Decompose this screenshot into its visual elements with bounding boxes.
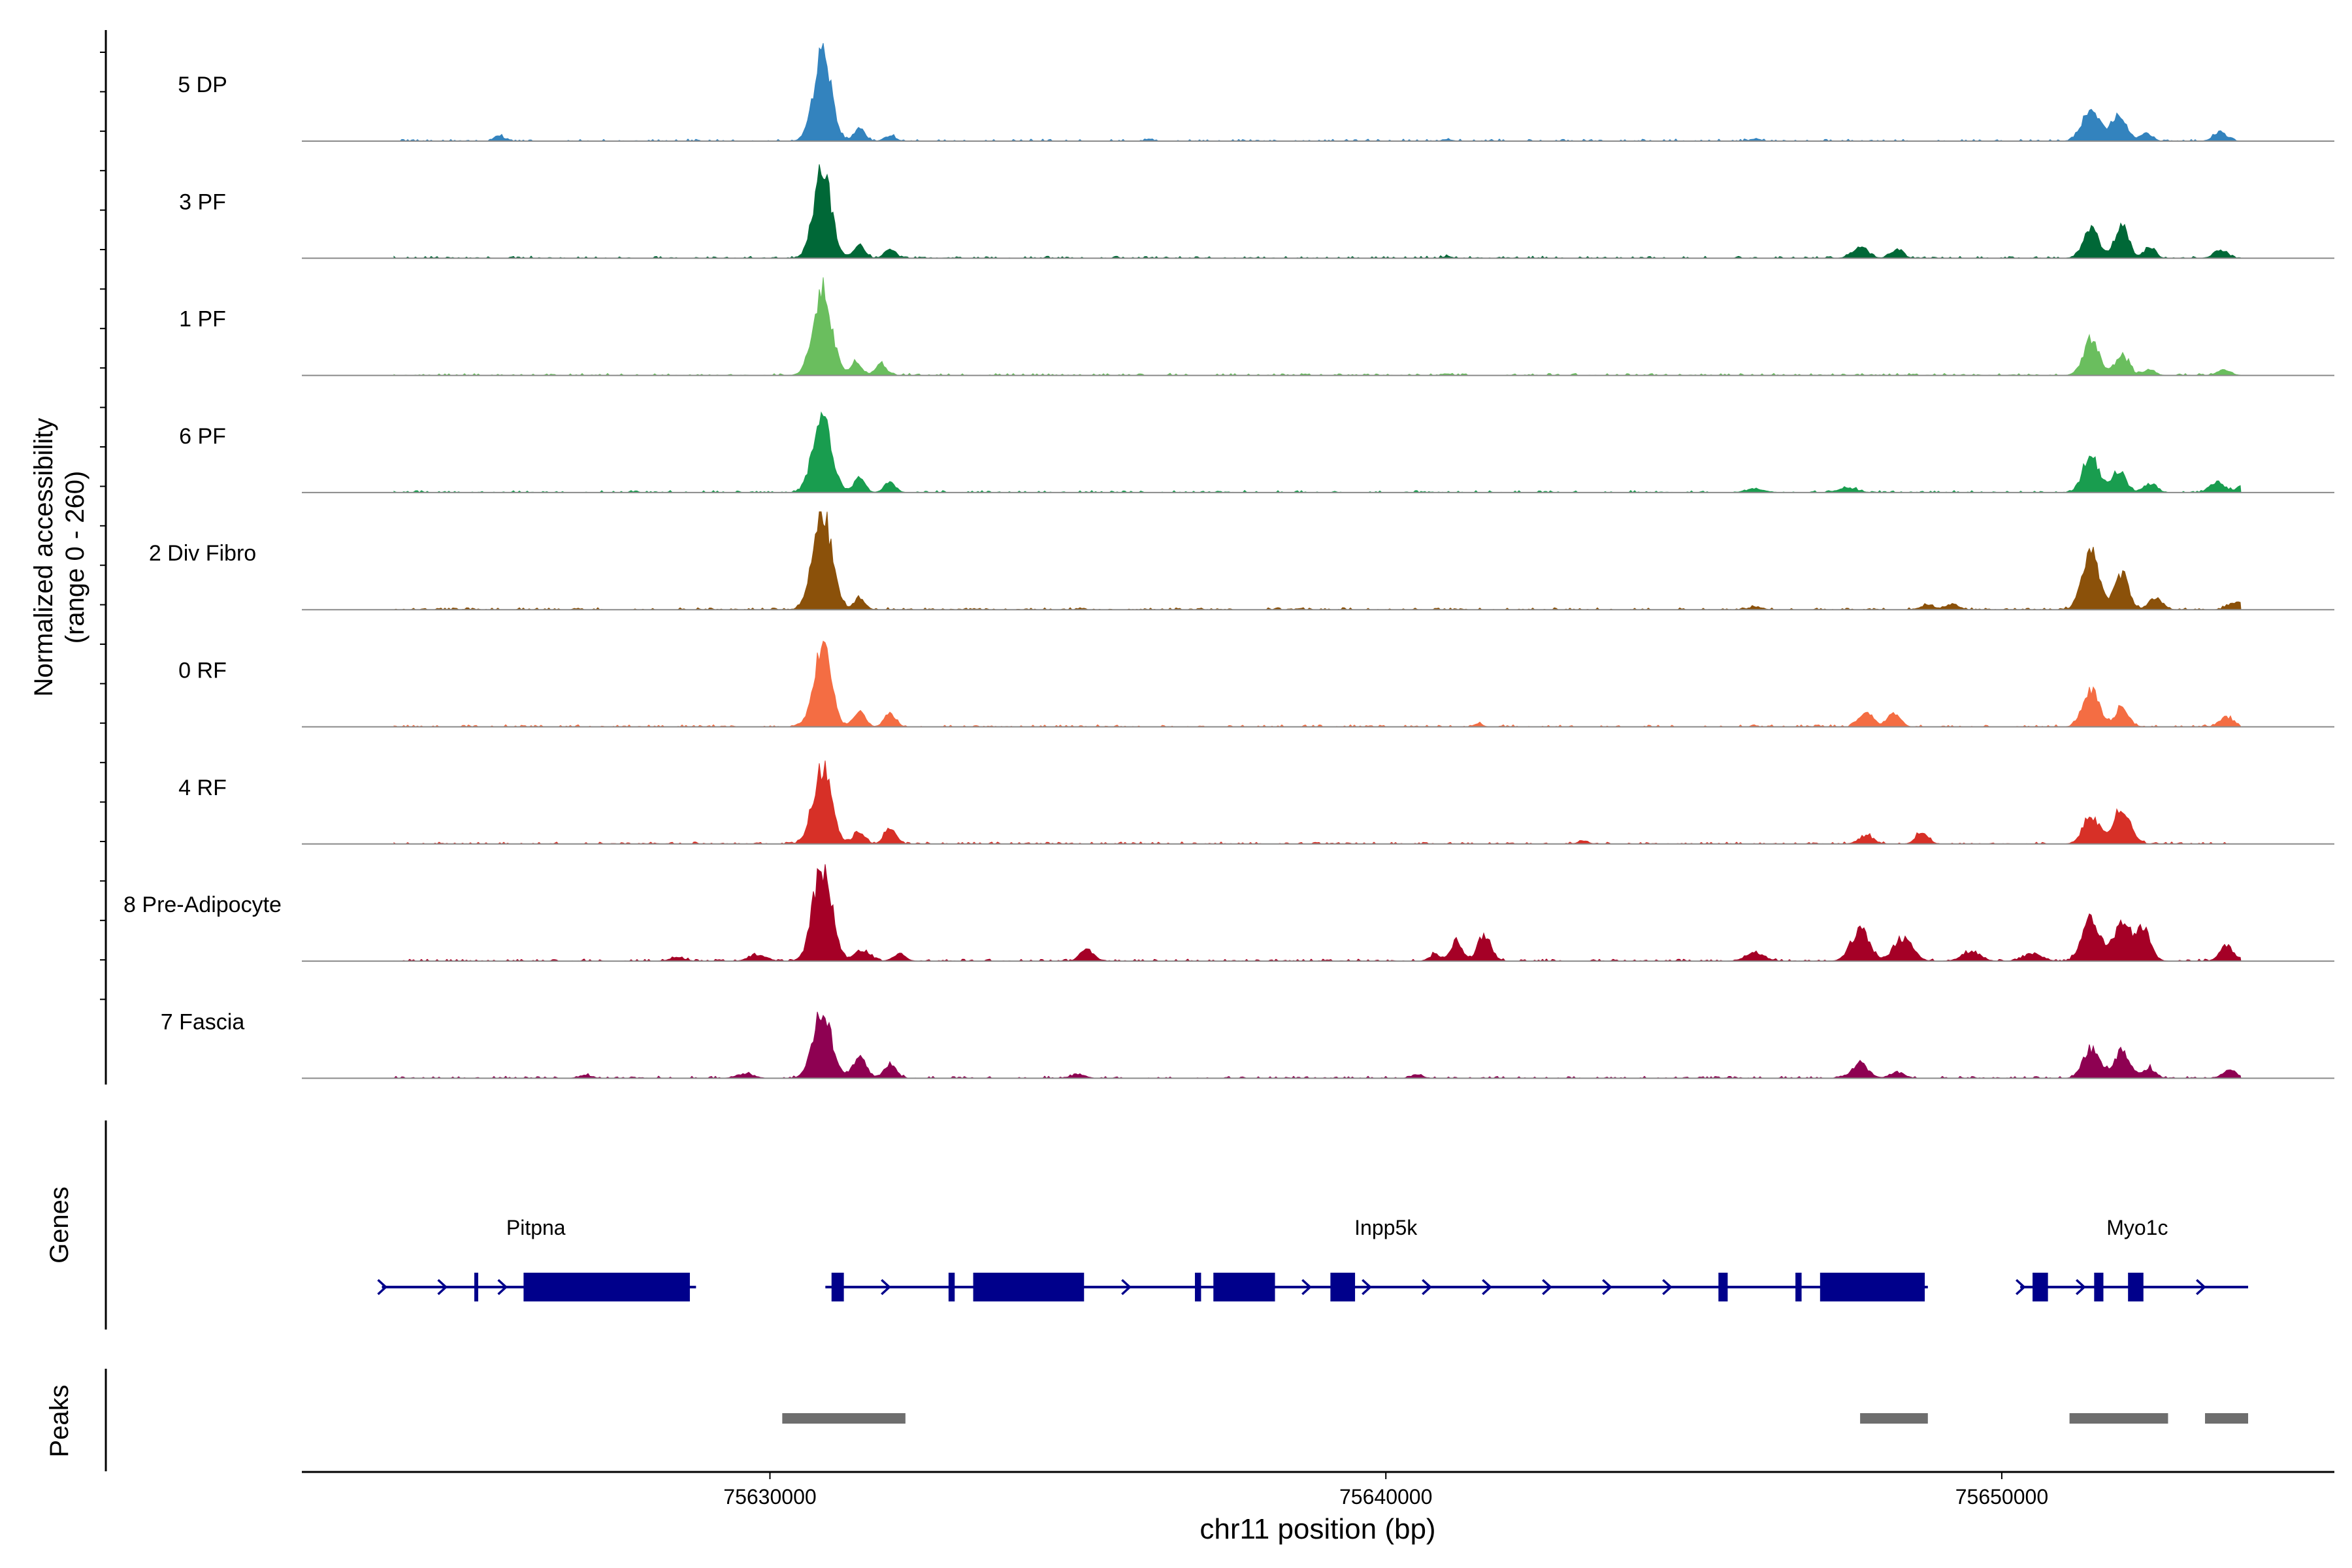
- coverage-area: [393, 760, 2241, 845]
- gene-label: Pitpna: [506, 1216, 566, 1239]
- gene-exon: [1718, 1273, 1728, 1301]
- gene-label: Inpp5k: [1354, 1216, 1418, 1239]
- strand-arrow: [881, 1279, 891, 1296]
- gene-inpp5k: Inpp5k: [825, 1216, 1928, 1301]
- peak-region: [2205, 1413, 2249, 1424]
- strand-arrow: [1301, 1279, 1312, 1296]
- gene-exon: [831, 1273, 844, 1301]
- track-4-rf: 4 RF: [178, 760, 2334, 845]
- x-axis: 75630000 75640000 75650000 chr11 position …: [302, 1471, 2334, 1545]
- strand-arrow: [1422, 1279, 1432, 1296]
- track-1-pf: 1 PF: [179, 277, 2334, 376]
- coverage-area: [393, 411, 2242, 493]
- peaks-track-label: Peaks: [45, 1384, 74, 1457]
- track-3-pf: 3 PF: [179, 164, 2334, 259]
- track-8-pre-adipocyte: 8 Pre-Adipocyte: [123, 864, 2334, 962]
- strand-arrow: [2076, 1279, 2086, 1296]
- track-label: 6 PF: [179, 424, 226, 449]
- track-6-pf: 6 PF: [179, 411, 2334, 493]
- peak-region: [782, 1413, 906, 1424]
- gene-exon: [474, 1273, 478, 1301]
- genes-track: Genes Pitpna Inpp5k Myo1c: [45, 1120, 2249, 1330]
- strand-arrow: [1662, 1279, 1673, 1296]
- coverage-area: [393, 640, 2242, 728]
- coverage-area: [393, 1011, 2242, 1079]
- coverage-area: [393, 864, 2242, 962]
- y-axis: Normalized accessibility (range 0 - 260): [29, 30, 107, 1085]
- gene-exon: [2128, 1273, 2144, 1301]
- strand-arrow: [1121, 1279, 1132, 1296]
- coverage-area: [393, 164, 2242, 259]
- peak-regions: [782, 1413, 2249, 1424]
- x-axis-title: chr11 position (bp): [1200, 1513, 1435, 1545]
- gene-exon: [1820, 1273, 1925, 1301]
- gene-models: Pitpna Inpp5k Myo1c: [377, 1216, 2249, 1301]
- gene-exon: [1213, 1273, 1275, 1301]
- x-tick-label: 75650000: [1955, 1485, 2048, 1509]
- gene-exon: [973, 1273, 1085, 1301]
- x-axis-ticks: 75630000 75640000 75650000: [723, 1472, 2048, 1509]
- gene-exon: [2033, 1273, 2048, 1301]
- strand-arrow: [1362, 1279, 1372, 1296]
- peak-region: [1860, 1413, 1928, 1424]
- gene-exon: [2094, 1273, 2104, 1301]
- track-label: 7 Fascia: [161, 1009, 245, 1034]
- gene-exon: [1795, 1273, 1802, 1301]
- y-axis-title: Normalized accessibility: [29, 418, 58, 697]
- track-label: 2 Div Fibro: [149, 541, 256, 566]
- strand-arrow: [2016, 1279, 2026, 1296]
- track-0-rf: 0 RF: [178, 640, 2334, 728]
- track-5-dp: 5 DP: [178, 42, 2334, 142]
- strand-arrow: [1602, 1279, 1612, 1296]
- track-label: 0 RF: [178, 659, 227, 683]
- gene-pitpna: Pitpna: [377, 1216, 696, 1301]
- strand-arrow: [437, 1279, 448, 1296]
- track-label: 3 PF: [179, 189, 226, 214]
- peaks-track: Peaks: [45, 1369, 2249, 1471]
- coverage-area: [393, 277, 2242, 376]
- x-tick-label: 75630000: [723, 1485, 816, 1509]
- gene-exon: [1330, 1273, 1356, 1301]
- track-label: 4 RF: [178, 776, 227, 800]
- strand-arrow: [497, 1279, 508, 1296]
- strand-arrow: [377, 1279, 388, 1296]
- x-tick-label: 75640000: [1339, 1485, 1432, 1509]
- track-label: 1 PF: [179, 307, 226, 332]
- genes-track-label: Genes: [45, 1186, 74, 1264]
- gene-exon: [1194, 1273, 1201, 1301]
- y-axis-ticks: [100, 52, 106, 1000]
- coverage-area: [393, 511, 2242, 610]
- strand-arrow: [1542, 1279, 1552, 1296]
- coverage-tracks: 5 DP 3 PF 1 PF 6 PF 2 Div Fibro 0 RF 4 RF 8 Pre…: [123, 42, 2334, 1079]
- gene-exon: [523, 1273, 690, 1301]
- strand-arrow: [1482, 1279, 1492, 1296]
- y-axis-subtitle: (range 0 - 260): [61, 471, 90, 644]
- track-2-div-fibro: 2 Div Fibro: [149, 511, 2334, 611]
- gene-label: Myo1c: [2106, 1216, 2168, 1239]
- strand-arrow: [2196, 1279, 2206, 1296]
- track-label: 5 DP: [178, 73, 227, 97]
- coverage-area: [394, 42, 2242, 142]
- gene-exon: [948, 1273, 955, 1301]
- peak-region: [2069, 1413, 2168, 1424]
- track-label: 8 Pre-Adipocyte: [123, 892, 282, 917]
- gene-myo1c: Myo1c: [2016, 1216, 2249, 1301]
- track-7-fascia: 7 Fascia: [161, 1009, 2334, 1079]
